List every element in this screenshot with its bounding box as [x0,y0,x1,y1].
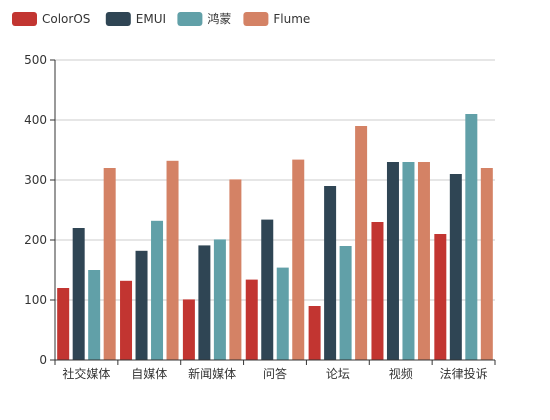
bars [57,114,493,360]
y-tick-label: 200 [24,233,47,247]
y-axis: 0 100 200 300 400 500 [24,53,56,367]
legend-label: Flume [273,12,310,26]
bar-Flume-社交媒体[interactable] [103,168,116,360]
bar-ColorOS-论坛[interactable] [308,306,321,360]
bar-EMUI-新闻媒体[interactable] [198,245,211,360]
x-tick-label: 法律投诉 [440,366,488,381]
bar-ColorOS-视频[interactable] [371,222,384,360]
legend-label: EMUI [136,12,166,26]
bar-鸿蒙-自媒体[interactable] [151,220,164,360]
legend-swatch [105,12,131,26]
legend-swatch [12,12,37,26]
bar-EMUI-论坛[interactable] [324,186,337,360]
y-tick-label: 100 [24,293,47,307]
bar-Flume-法律投诉[interactable] [480,168,493,360]
bar-ColorOS-自媒体[interactable] [120,280,133,360]
bar-鸿蒙-社交媒体[interactable] [88,270,101,360]
legend-label: ColorOS [42,12,90,26]
bar-Flume-问答[interactable] [292,159,305,360]
x-tick-label: 社交媒体 [62,366,110,381]
x-axis: 社交媒体 自媒体 新闻媒体 问答 论坛 视频 法律投诉 [54,359,496,381]
legend-item-2[interactable]: 鸿蒙 [177,12,231,26]
bar-鸿蒙-法律投诉[interactable] [465,114,478,360]
legend-item-0[interactable]: ColorOS [12,12,90,26]
legend-swatch [243,12,269,26]
bar-ColorOS-社交媒体[interactable] [57,288,70,360]
bar-EMUI-社交媒体[interactable] [72,228,85,360]
bar-鸿蒙-论坛[interactable] [339,246,352,360]
bar-鸿蒙-问答[interactable] [276,267,289,360]
bar-Flume-自媒体[interactable] [166,160,179,360]
bar-Flume-新闻媒体[interactable] [229,179,242,360]
x-tick-label: 新闻媒体 [188,366,236,381]
bar-Flume-视频[interactable] [417,162,430,360]
bar-ColorOS-法律投诉[interactable] [434,234,447,360]
bar-EMUI-法律投诉[interactable] [449,174,462,360]
bar-EMUI-视频[interactable] [386,162,399,360]
bar-鸿蒙-视频[interactable] [402,162,415,360]
y-tick-label: 500 [24,53,47,67]
legend-item-3[interactable]: Flume [243,12,310,26]
x-tick-label: 视频 [389,366,413,381]
legend-swatch [177,12,203,26]
bar-ColorOS-新闻媒体[interactable] [182,299,195,360]
bar-Flume-论坛[interactable] [355,126,368,360]
bar-ColorOS-问答[interactable] [245,279,258,360]
bar-鸿蒙-新闻媒体[interactable] [213,239,226,360]
bar-EMUI-问答[interactable] [261,219,274,360]
x-tick-label: 论坛 [326,367,350,381]
legend-label: 鸿蒙 [207,12,231,26]
legend-item-1[interactable]: EMUI [105,12,166,26]
x-tick-label: 自媒体 [131,367,167,381]
bar-EMUI-自媒体[interactable] [135,250,148,360]
y-tick-label: 300 [24,173,47,187]
y-tick-label: 400 [24,113,47,127]
legend: ColorOS EMUI 鸿蒙 Flume [12,12,310,26]
y-tick-label: 0 [39,353,47,367]
x-tick-label: 问答 [263,366,287,381]
